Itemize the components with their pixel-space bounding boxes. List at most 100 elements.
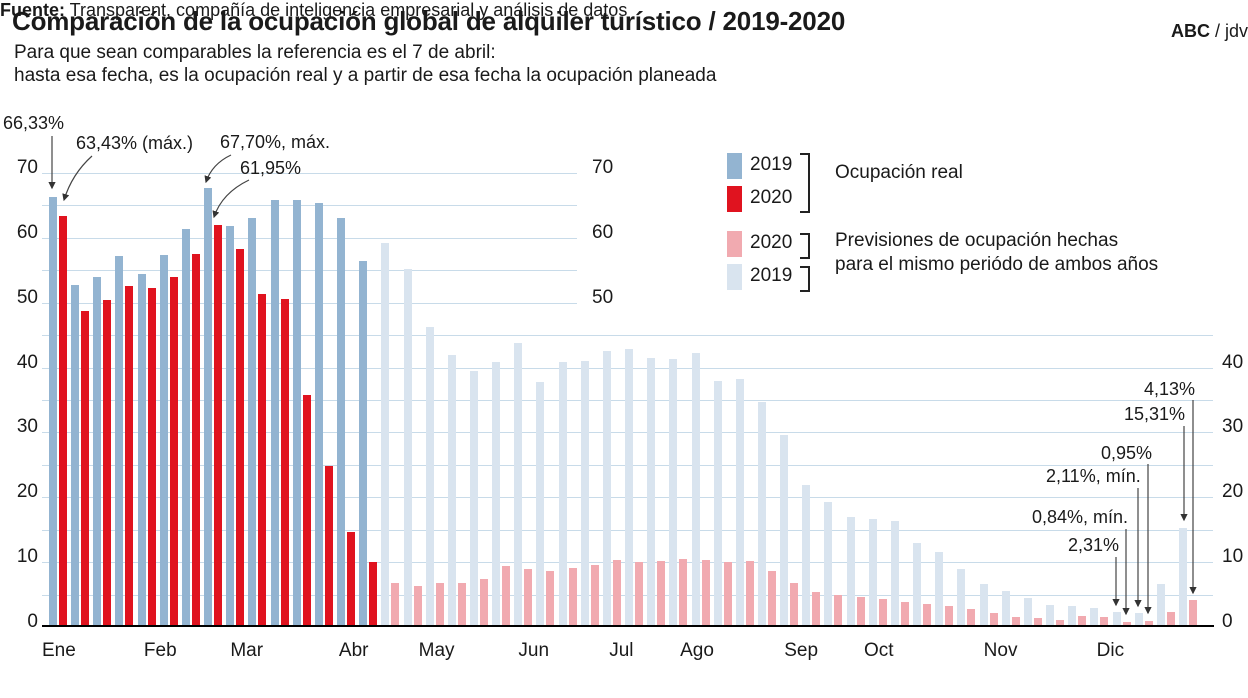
annotation-0-95: 0,95% xyxy=(1101,443,1153,463)
annotation-0-84: 0,84%, mín. xyxy=(1032,507,1129,527)
bar-2019-week-44 xyxy=(1001,590,1010,627)
subtitle-line-1: Para que sean comparables la referencia … xyxy=(14,42,496,63)
source-credit: Fuente: Transparent, compañía de intelig… xyxy=(0,0,1248,21)
month-label-sep: Sep xyxy=(784,640,819,661)
bar-2020-week-30 xyxy=(701,560,710,627)
legend-label-real-2020: 2020 xyxy=(750,187,793,208)
bar-2019-week-11 xyxy=(270,199,279,627)
legend-bracket-real xyxy=(800,153,810,213)
bar-2019-week-52 xyxy=(1179,527,1187,627)
bar-2019-week-42 xyxy=(957,569,966,627)
bar-2020-week-9 xyxy=(236,248,245,627)
bar-2019-week-8 xyxy=(204,187,213,627)
y-axis-mid-label-60: 60 xyxy=(592,221,614,243)
bar-2020-week-23 xyxy=(546,571,555,627)
y-axis-left-label-20: 20 xyxy=(16,481,38,503)
bar-2020-week-13 xyxy=(324,466,333,627)
bar-2020-week-35 xyxy=(812,591,821,627)
bar-2019-week-30 xyxy=(691,353,700,627)
bar-2019-week-10 xyxy=(248,217,257,627)
bar-2019-week-33 xyxy=(758,401,767,627)
bar-2019-week-1 xyxy=(49,196,57,627)
month-label-dic: Dic xyxy=(1096,640,1125,661)
gridline-55 xyxy=(42,270,577,272)
bar-2019-week-36 xyxy=(824,502,833,627)
annotation-2-11: 2,11%, mín. xyxy=(1046,466,1141,486)
bar-2019-week-25 xyxy=(580,361,589,627)
legend-swatch-forecast-2019 xyxy=(727,264,742,290)
bar-2020-week-40 xyxy=(923,604,932,627)
y-axis-left-label-70: 70 xyxy=(16,156,38,178)
bar-2019-week-21 xyxy=(492,361,501,627)
bar-2019-week-5 xyxy=(137,273,146,627)
gridline-70 xyxy=(42,172,577,174)
bar-2020-week-27 xyxy=(635,562,644,627)
y-axis-right-label-0: 0 xyxy=(1222,611,1233,632)
subtitle-line-2: hasta esa fecha, es la ocupación real y … xyxy=(14,65,717,86)
gridline-60 xyxy=(42,237,577,239)
y-axis-mid-label-50: 50 xyxy=(592,286,614,308)
bar-2020-week-45 xyxy=(1033,617,1042,627)
month-label-oct: Oct xyxy=(864,640,894,661)
bar-2020-week-12 xyxy=(302,395,311,627)
bar-2020-week-15 xyxy=(369,562,378,627)
bar-2020-week-46 xyxy=(1056,619,1065,627)
bar-2020-week-47 xyxy=(1078,615,1087,627)
bar-2020-week-24 xyxy=(568,567,577,627)
bar-2019-week-17 xyxy=(403,268,412,627)
annotation-66-33: 66,33% xyxy=(3,113,65,133)
bar-2019-week-18 xyxy=(425,326,434,627)
bar-2019-week-22 xyxy=(514,342,523,627)
bar-2020-week-5 xyxy=(147,287,156,627)
gridline-50 xyxy=(42,302,577,304)
gridline-45 xyxy=(42,335,1213,337)
annotation-63-43: 63,43% (máx.) xyxy=(76,133,194,153)
bar-2020-week-38 xyxy=(878,599,887,627)
bar-2020-week-48 xyxy=(1100,617,1109,627)
byline-rest: / jdv xyxy=(1209,21,1248,41)
month-label-mar: Mar xyxy=(230,640,264,661)
bar-2020-week-4 xyxy=(125,286,134,627)
y-axis-left-label-0: 0 xyxy=(27,611,38,632)
legend-caption-forecast-line1: Previsiones de ocupación hechas xyxy=(835,230,1119,251)
legend-bracket-forecast-2020 xyxy=(800,233,810,259)
bar-2020-week-51 xyxy=(1166,612,1175,627)
month-label-ene: Ene xyxy=(42,640,76,661)
bar-2020-week-41 xyxy=(945,606,954,627)
legend-swatch-real-2020 xyxy=(727,186,742,212)
y-axis-left-label-50: 50 xyxy=(16,286,38,308)
annotation-67-70: 67,70%, máx. xyxy=(220,132,331,152)
source-label: Fuente: xyxy=(0,0,65,20)
bar-2020-week-50 xyxy=(1144,620,1153,627)
bar-2019-week-49 xyxy=(1112,612,1121,627)
bar-2019-week-2 xyxy=(71,284,80,627)
y-axis-mid-label-70: 70 xyxy=(592,156,614,178)
y-axis-right-label-10: 10 xyxy=(1222,546,1244,568)
bar-2019-week-23 xyxy=(536,381,545,627)
legend-label-forecast-2019: 2019 xyxy=(750,265,793,286)
legend-label-forecast-2020: 2020 xyxy=(750,232,793,253)
y-axis-right-label-30: 30 xyxy=(1222,416,1244,438)
annotation-4-13: 4,13% xyxy=(1144,379,1196,399)
bar-2019-week-4 xyxy=(115,256,124,627)
bar-2019-week-32 xyxy=(735,379,744,627)
bar-2020-week-28 xyxy=(657,561,666,627)
bar-2020-week-3 xyxy=(103,300,112,627)
bar-2019-week-13 xyxy=(314,202,323,627)
bar-2020-week-42 xyxy=(967,609,976,627)
bar-2019-week-12 xyxy=(292,200,301,627)
legend-caption-forecast-line2: para el mismo periódo de ambos años xyxy=(835,254,1159,275)
bar-2019-week-43 xyxy=(979,584,988,627)
bar-2020-week-26 xyxy=(612,559,621,627)
annotation-61-95: 61,95% xyxy=(240,158,302,178)
annotation-15-31: 15,31% xyxy=(1124,404,1186,424)
bar-2020-week-16 xyxy=(391,582,400,627)
bar-2020-week-25 xyxy=(590,564,599,627)
bar-2020-week-10 xyxy=(258,294,267,627)
bar-2019-week-24 xyxy=(558,361,567,627)
month-label-feb: Feb xyxy=(143,640,177,661)
month-label-ago: Ago xyxy=(680,640,714,661)
byline-abc: ABC xyxy=(1170,21,1210,41)
bar-2019-week-40 xyxy=(913,543,922,627)
